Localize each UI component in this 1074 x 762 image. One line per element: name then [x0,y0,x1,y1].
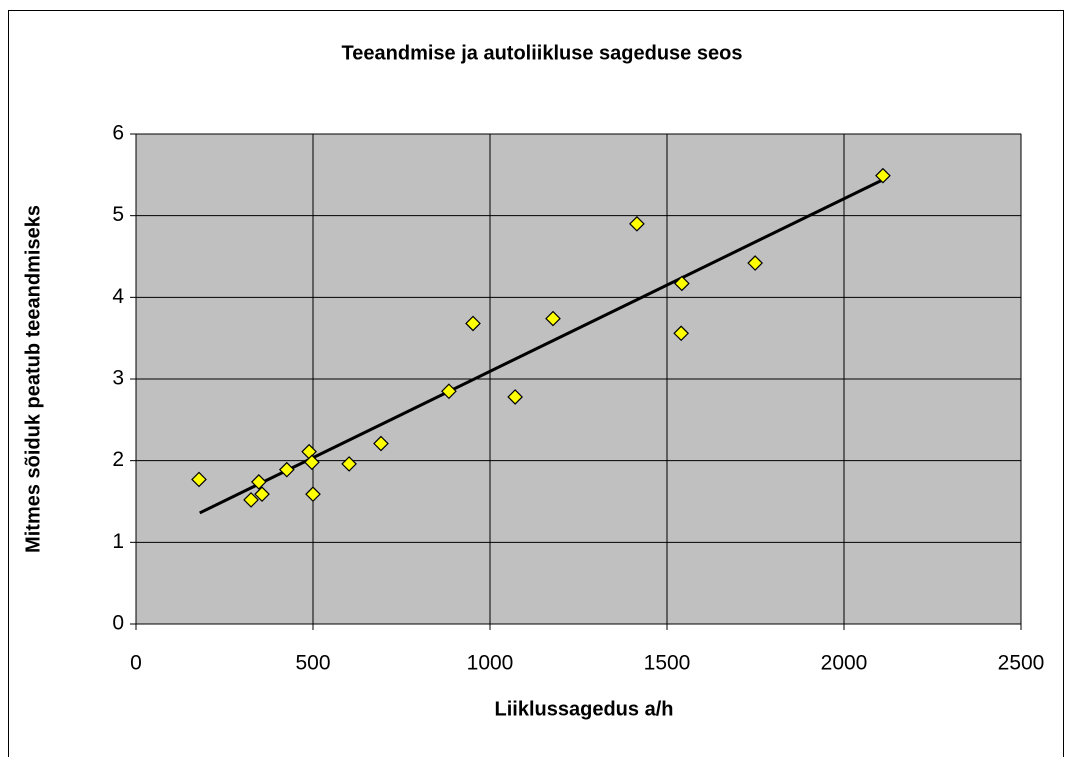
scatter-point [305,486,321,502]
y-tick-label: 1 [112,530,124,553]
scatter-point [250,474,267,490]
y-tick-label: 0 [112,612,124,635]
scatter-point [747,255,763,271]
scatter-point [278,461,295,478]
scatter-point [673,325,690,342]
scatter-point [545,310,561,327]
x-tick-label: 1000 [467,652,514,675]
y-axis-label: Mitmes sõiduk peatub teeandmiseks [22,205,44,553]
y-tick-label: 3 [112,367,124,390]
scatter-point [507,389,523,405]
chart-title: Teeandmise ja autoliikluse sageduse seos [342,42,743,64]
scatter-point [465,315,481,332]
x-tick-label: 2000 [821,652,868,675]
scatter-point [875,167,891,184]
x-tick-label: 500 [295,652,330,675]
y-tick-label: 2 [112,448,124,471]
y-tick-label: 5 [112,203,124,226]
scatter-point [629,215,645,232]
scatter-point [243,492,259,508]
scatter-point [254,486,270,502]
x-tick-label: 0 [130,652,142,675]
x-tick-label: 1500 [644,652,691,675]
scatter-point [373,435,389,452]
x-tick-label: 2500 [998,652,1045,675]
y-tick-label: 4 [112,285,124,308]
scatter-point [191,471,207,488]
scatter-point [441,383,457,400]
scatter-point [674,275,690,292]
scatter-point [341,456,357,472]
x-axis-label: Liiklussagedus a/h [495,698,674,720]
scatter-point [304,454,320,471]
y-tick-label: 6 [112,122,124,145]
